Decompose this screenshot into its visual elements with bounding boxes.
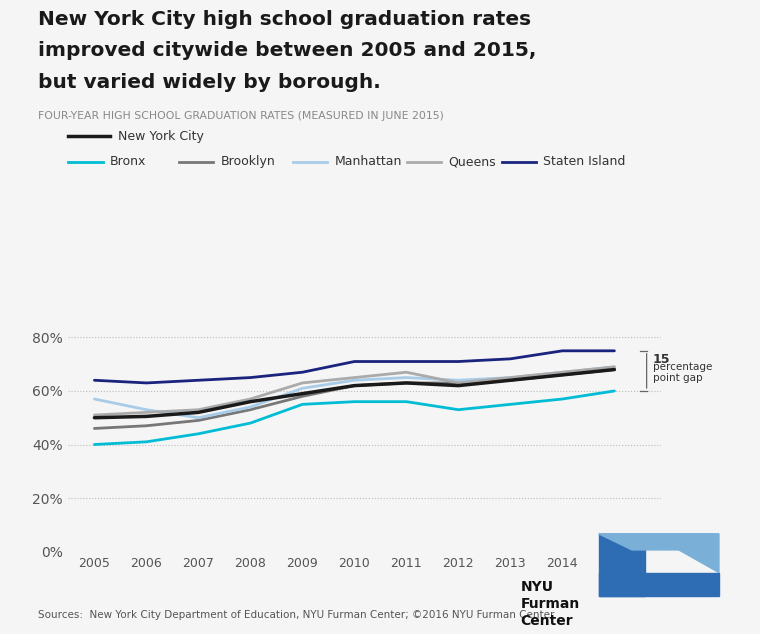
Text: Brooklyn: Brooklyn	[220, 155, 275, 168]
Text: Sources:  New York City Department of Education, NYU Furman Center; ©2016 NYU Fu: Sources: New York City Department of Edu…	[38, 610, 554, 620]
Text: New York City high school graduation rates: New York City high school graduation rat…	[38, 10, 531, 29]
Text: NYU
Furman
Center: NYU Furman Center	[521, 580, 580, 628]
Text: Staten Island: Staten Island	[543, 155, 625, 168]
Text: percentage
point gap: percentage point gap	[653, 361, 712, 383]
Bar	[599, 573, 719, 596]
Text: 15: 15	[653, 354, 670, 366]
Text: Bronx: Bronx	[110, 155, 147, 168]
Text: Queens: Queens	[448, 155, 496, 168]
Text: Manhattan: Manhattan	[334, 155, 402, 168]
Text: but varied widely by borough.: but varied widely by borough.	[38, 73, 381, 92]
Polygon shape	[599, 534, 679, 550]
Text: New York City: New York City	[118, 130, 204, 143]
Text: improved citywide between 2005 and 2015,: improved citywide between 2005 and 2015,	[38, 41, 537, 60]
Text: FOUR-YEAR HIGH SCHOOL GRADUATION RATES (MEASURED IN JUNE 2015): FOUR-YEAR HIGH SCHOOL GRADUATION RATES (…	[38, 111, 444, 121]
Polygon shape	[645, 534, 719, 573]
Bar	[599, 534, 645, 596]
